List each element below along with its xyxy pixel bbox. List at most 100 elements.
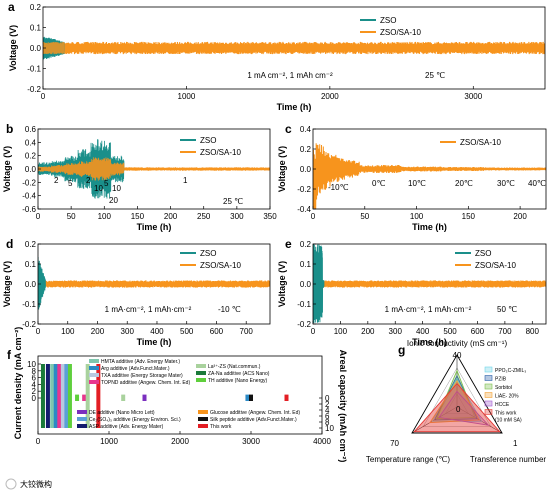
radar-legend-label: Sorbitol	[495, 385, 512, 391]
bar-current-density	[75, 394, 80, 398]
series-zso-sa-10-d	[38, 280, 270, 288]
annotation-temp-c: 30℃	[497, 179, 515, 188]
x-tick-label-d: 500	[180, 327, 194, 336]
bar-areal-capacity	[67, 398, 72, 428]
legend-label-f: This work	[210, 424, 232, 430]
annotation-rate-b: 10	[112, 184, 121, 193]
y-tick-label-f: 6	[32, 374, 37, 383]
legend-swatch-f	[196, 378, 206, 382]
radar-axis-max-left: 70	[390, 439, 399, 448]
x-tick-label-b: 0	[36, 212, 41, 221]
x-tick-label-f: 2000	[171, 437, 189, 446]
series-zso-sa-10-overlay-a	[43, 41, 65, 55]
bar-areal-capacity	[85, 398, 90, 428]
radar-legend-label: (10 mM SA)	[495, 418, 522, 424]
x-tick-label-e: 700	[498, 327, 512, 336]
y-tick-label-e: 0.0	[300, 280, 312, 289]
bar-areal-capacity	[284, 398, 289, 401]
series-zso-sa-10-a	[43, 41, 545, 55]
y-axis-label-d: Voltage (V)	[2, 261, 12, 307]
series-zso-sa-10-e	[313, 280, 546, 288]
y2-tick-label-f: 2	[325, 400, 330, 409]
y-tick-label-b: 0.4	[25, 138, 37, 147]
annotation-temp-d: -10 ℃	[218, 305, 241, 314]
y-axis-label-f: Current density (mA cm⁻²)	[13, 327, 23, 439]
legend-swatch-f	[198, 410, 208, 414]
annotation-temp-c: -10℃	[328, 183, 349, 192]
legend-label-f: ASP additive (Adv. Energy Mater)	[89, 424, 164, 430]
radar-legend-label: This work	[495, 411, 517, 417]
x-tick-label-e: 100	[334, 327, 348, 336]
bar-areal-capacity	[64, 398, 69, 428]
y-tick-label-a: 0.1	[30, 24, 42, 33]
radar-legend-label: LiAE- 20%	[495, 394, 519, 400]
y-tick-label-b: 0.6	[25, 125, 37, 134]
y-tick-label-f: 10	[27, 360, 36, 369]
y-axis-label-e: Voltage (V)	[277, 261, 287, 307]
radar-legend-label: PZIB	[495, 377, 507, 383]
panel-label-a: a	[8, 0, 15, 14]
x-tick-label-b: 150	[131, 212, 145, 221]
bar-areal-capacity	[121, 398, 126, 401]
x-tick-label-d: 300	[121, 327, 135, 336]
watermark-text: 大铰微构	[20, 479, 52, 489]
x-tick-label-c: 0	[311, 212, 316, 221]
x-tick-label-b: 300	[230, 212, 244, 221]
bar-current-density	[60, 364, 65, 398]
y2-tick-label-f: 10	[325, 424, 334, 433]
radar-axis-label-right: Transference number	[470, 455, 547, 464]
x-tick-label-d: 600	[210, 327, 224, 336]
legend-swatch-f	[196, 371, 206, 375]
x-tick-label-c: 50	[360, 212, 369, 221]
legend-swatch-f	[89, 366, 99, 370]
legend-swatch-f	[89, 359, 99, 363]
y-tick-label-c: 0.2	[300, 145, 312, 154]
panel-label-e: e	[285, 237, 292, 251]
plot-area-a	[43, 36, 545, 61]
annotation-current-d: 1 mA·cm⁻², 1 mAh·cm⁻²	[105, 305, 192, 314]
x-tick-label-e: 0	[311, 327, 316, 336]
bar-areal-capacity	[50, 398, 55, 428]
radar-center-label: 0	[456, 405, 461, 414]
y2-axis-label-f: Areal capacity (mAh cm⁻²)	[338, 350, 348, 463]
x-axis-label-e: Time (h)	[412, 337, 447, 347]
radar-axis-label-left: Temperature range (℃)	[366, 455, 450, 464]
y-tick-label-d: -0.2	[22, 320, 36, 329]
y-tick-label-a: 0.2	[30, 3, 42, 12]
bar-areal-capacity	[82, 398, 87, 401]
annotation-temp-c: 0℃	[372, 179, 385, 188]
annotation-temp-c: 20℃	[455, 179, 473, 188]
legend-swatch-f	[198, 424, 208, 428]
annotation-rate-b: 2	[54, 176, 59, 185]
x-tick-label-d: 100	[61, 327, 75, 336]
legend-label: ZSO/SA-10	[200, 148, 241, 157]
panel-e: 0 100 200 300 400 500 600 700 800 -0.2 -0.1 0.0 0.1 0…	[277, 237, 547, 347]
y-tick-label-d: 0.1	[25, 260, 37, 269]
series-zso-e	[313, 244, 325, 324]
x-axis-label-d: Time (h)	[137, 337, 172, 347]
bar-current-density	[40, 364, 45, 398]
radar-grid	[422, 367, 492, 427]
radar-legend-label: PPO₃C-ZMIL₃	[495, 368, 526, 374]
y-tick-label-f: 2	[32, 387, 37, 396]
y-axis-label-c: Voltage (V)	[277, 146, 287, 192]
x-tick-label-e: 400	[416, 327, 430, 336]
series-zso-d	[38, 257, 46, 310]
y-tick-label-e: 0.1	[300, 260, 312, 269]
x-axis-label-b: Time (h)	[137, 222, 172, 232]
y-tick-label-f: 0	[32, 394, 37, 403]
radar-axis-max-right: 1	[513, 439, 518, 448]
bar-current-density	[142, 394, 147, 398]
legend-label-f: TXA additive (Energy Storage Mater)	[101, 373, 183, 379]
bar-areal-capacity	[53, 398, 58, 428]
y-tick-label-b: -0.4	[22, 192, 36, 201]
plot-area-d	[38, 257, 270, 310]
bar-current-density	[249, 394, 253, 398]
y-tick-label-e: -0.2	[297, 320, 311, 329]
y2-tick-label-f: 8	[325, 418, 330, 427]
plot-area-c	[313, 143, 546, 209]
legend-label: ZSO/SA-10	[475, 261, 516, 270]
plot-area-e	[313, 244, 546, 324]
y2-tick-label-f: 0	[325, 394, 330, 403]
